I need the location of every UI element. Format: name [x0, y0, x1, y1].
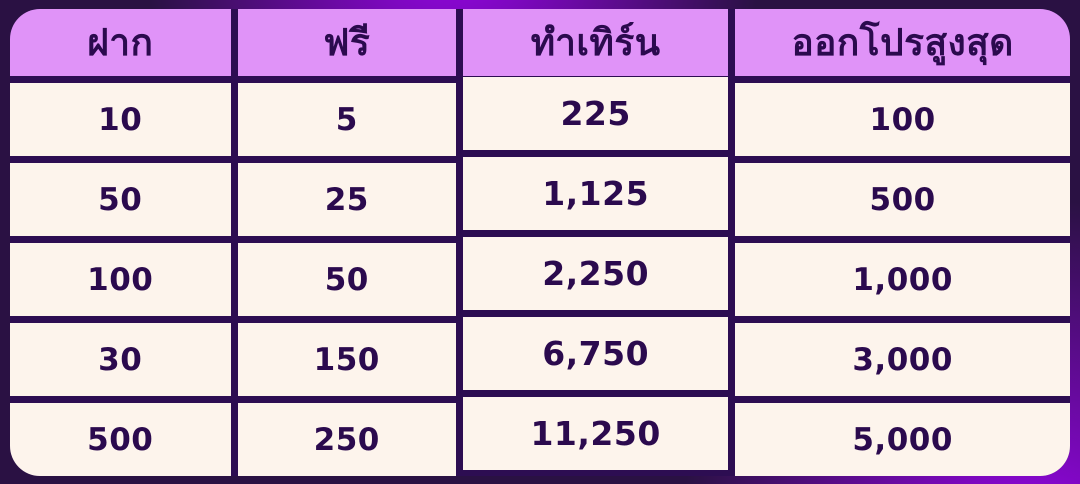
table-cell: 2,250: [463, 237, 729, 310]
table-cell: 50: [10, 163, 231, 236]
table-cell: 50: [237, 243, 457, 316]
table-cell: 30: [10, 323, 231, 396]
table-cell: 100: [735, 83, 1070, 156]
table-cell: 1,000: [735, 243, 1070, 316]
table-cell: 500: [735, 163, 1070, 236]
table-cell: 100: [10, 243, 231, 316]
table-cell: 3,000: [735, 323, 1070, 396]
table-cell: 1,125: [463, 157, 729, 230]
header-cell-deposit: ฝาก: [10, 9, 231, 76]
table-cell: 10: [10, 83, 231, 156]
header-cell-turnover: ทำเทิร์น: [463, 9, 729, 76]
table-cell: 11,250: [463, 397, 729, 470]
table-cell: 500: [10, 403, 231, 476]
table-cell: 250: [237, 403, 457, 476]
header-cell-free: ฟรี: [237, 9, 457, 76]
table-cell: 225: [463, 77, 729, 150]
table-cell: 5,000: [735, 403, 1070, 476]
table-cell: 150: [237, 323, 457, 396]
table-cell: 6,750: [463, 317, 729, 390]
table-cell: 25: [237, 163, 457, 236]
header-cell-max-withdrawal: ออกโปรสูงสุด: [735, 9, 1070, 76]
deposit-bonus-table: ฝาก ฟรี ทำเทิร์น ออกโปรสูงสุด 10 5 225 1…: [10, 9, 1070, 476]
table-cell: 5: [237, 83, 457, 156]
